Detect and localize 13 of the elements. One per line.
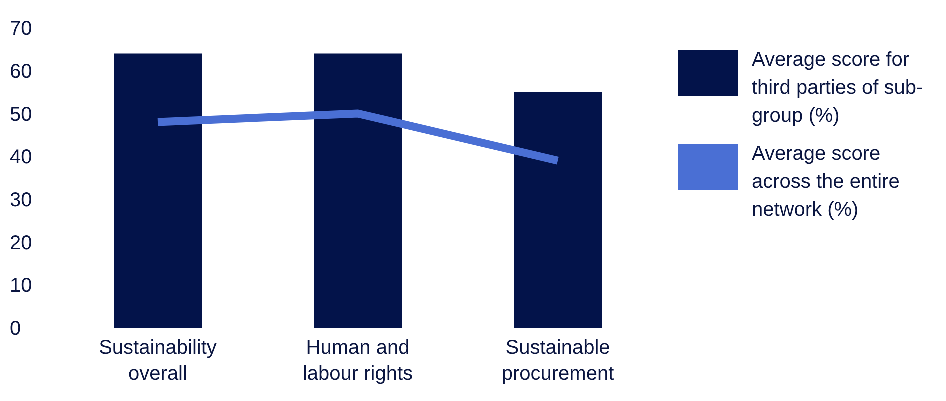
y-tick-label: 0	[10, 318, 22, 340]
x-tick-label: Sustainable procurement	[502, 337, 615, 385]
legend-label: Average score for third parties of sub-group (%)	[752, 48, 924, 129]
y-tick-label: 70	[10, 18, 32, 40]
legend-label: Average score across the entire network (%)	[752, 142, 901, 223]
y-tick-label: 10	[10, 275, 32, 298]
y-tick-label: 60	[10, 60, 32, 83]
x-tick-label: Human and labour rights	[302, 337, 414, 385]
y-tick-label: 20	[10, 232, 32, 254]
x-tick-label: Sustainability overall	[99, 337, 217, 385]
y-tick-label: 30	[10, 190, 32, 212]
y-tick-label: 50	[10, 104, 32, 126]
y-tick-label: 40	[10, 146, 32, 169]
